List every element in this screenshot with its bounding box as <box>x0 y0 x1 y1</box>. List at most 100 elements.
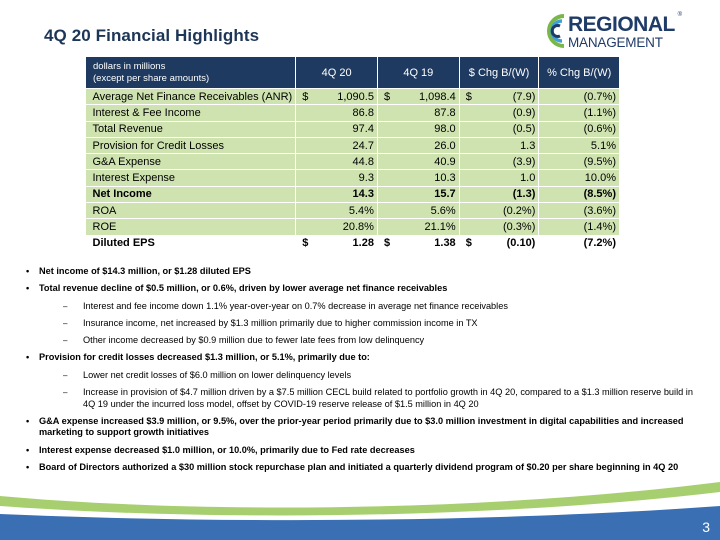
cell-value: 98.0 <box>434 123 456 136</box>
currency-symbol: $ <box>302 237 309 250</box>
currency-symbol <box>463 123 466 135</box>
cell-value: 9.3 <box>358 172 374 185</box>
column-header-dollar-change: $ Chg B/(W) <box>458 56 540 89</box>
currency-symbol <box>299 107 302 119</box>
currency-symbol <box>463 221 466 233</box>
currency-symbol <box>299 221 302 233</box>
bullet-icon: • <box>26 415 30 426</box>
column-header-4q19: 4Q 19 <box>376 56 460 89</box>
currency-symbol <box>299 205 302 217</box>
page-number: 3 <box>702 519 710 535</box>
value-cell: $1,098.4 <box>377 88 460 106</box>
cell-value: (0.2%) <box>502 204 536 217</box>
value-cell: (0.5) <box>459 121 540 138</box>
cell-value: (3.9) <box>512 155 536 168</box>
row-label: Interest & Fee Income <box>85 104 297 122</box>
currency-symbol <box>299 172 302 184</box>
logo-wordmark: REGIONAL MANAGEMENT <box>568 14 675 50</box>
note-text: Insurance income, net increased by $1.3 … <box>83 317 478 328</box>
note-bullet: • G&A expense increased $3.9 million, or … <box>26 416 696 439</box>
header-units-line2: (except per share amounts) <box>93 72 210 84</box>
table-row: Diluted EPS $1.28 $1.38 $ (0.10) (7.2%) <box>85 235 620 252</box>
percent-change-cell: (3.6%) <box>538 202 620 220</box>
currency-symbol <box>463 107 466 119</box>
note-text: G&A expense increased $3.9 million, or 9… <box>39 415 684 438</box>
dash-icon: – <box>63 387 68 397</box>
percent-change-cell: 5.1% <box>538 137 620 155</box>
slide-title: 4Q 20 Financial Highlights <box>44 26 260 45</box>
dash-icon: – <box>63 336 68 346</box>
column-header-percent-change: % Chg B/(W) <box>538 56 620 89</box>
value-cell: (0.3%) <box>459 218 540 236</box>
cell-value: 15.7 <box>434 188 456 201</box>
note-sub-bullet: – Insurance income, net increased by $1.3… <box>26 318 696 330</box>
cell-value: 86.8 <box>352 106 374 119</box>
value-cell: 21.1% <box>377 218 460 236</box>
value-cell: 15.7 <box>377 186 460 204</box>
table-row: Provision for Credit Losses 24.7 26.0 1.3 5.… <box>85 137 620 155</box>
cell-value: (0.5) <box>512 123 536 136</box>
logo-arcs-icon <box>547 14 565 48</box>
value-cell: $1.28 <box>295 235 378 252</box>
cell-value: 1.38 <box>434 237 456 250</box>
note-sub-bullet: – Increase in provision of $4.7 million d… <box>26 387 696 410</box>
highlights-notes: • Net income of $14.3 million, or $1.28 d… <box>26 266 696 479</box>
value-cell: 1.0 <box>459 169 540 187</box>
row-label: G&A Expense <box>85 153 297 171</box>
note-text: Provision for credit losses decreased $1… <box>39 352 370 363</box>
currency-symbol <box>299 156 302 168</box>
currency-symbol: $ <box>465 90 472 103</box>
bullet-icon: • <box>26 462 30 472</box>
value-cell: $ (7.9) <box>459 88 540 106</box>
cell-value: 5.4% <box>348 204 374 217</box>
value-cell: 86.8 <box>295 104 378 122</box>
table-header-row: dollars in millions (except per share am… <box>84 56 620 89</box>
note-text: Interest expense decreased $1.0 million,… <box>39 444 415 455</box>
cell-value: 1.28 <box>352 237 374 250</box>
percent-change-cell: (9.5%) <box>538 153 620 171</box>
value-cell: (0.2%) <box>459 202 540 220</box>
row-label: Provision for Credit Losses <box>85 137 297 155</box>
percent-change-cell: (8.5%) <box>538 186 620 204</box>
header-units-label: dollars in millions (except per share am… <box>84 56 297 89</box>
currency-symbol <box>463 205 466 217</box>
percent-change-cell: (0.7%) <box>538 88 620 106</box>
currency-symbol <box>463 140 466 152</box>
value-cell: 87.8 <box>377 104 460 122</box>
note-bullet: • Interest expense decreased $1.0 million… <box>26 445 696 457</box>
currency-symbol <box>381 156 384 168</box>
header-units-line1: dollars in millions <box>93 60 166 72</box>
value-cell: 5.6% <box>377 202 460 220</box>
cell-value: 14.3 <box>352 188 374 201</box>
row-label: Interest Expense <box>85 169 297 187</box>
regional-management-logo: REGIONAL MANAGEMENT ® <box>538 12 688 50</box>
table-row: ROA 5.4% 5.6% (0.2%) (3.6%) <box>85 202 620 220</box>
table-row: G&A Expense 44.8 40.9 (3.9) (9.5%) <box>85 153 620 171</box>
note-bullet: • Provision for credit losses decreased $… <box>26 352 696 364</box>
bullet-icon: • <box>26 352 30 363</box>
currency-symbol <box>381 140 384 152</box>
bullet-icon: • <box>26 444 30 455</box>
percent-change-cell: (1.4%) <box>538 218 620 236</box>
cell-value: (0.3%) <box>502 221 536 234</box>
row-label: Diluted EPS <box>85 235 297 252</box>
currency-symbol <box>299 188 302 200</box>
cell-value: (0.10) <box>506 237 536 250</box>
financial-highlights-table: dollars in millions (except per share am… <box>84 56 620 252</box>
percent-change-cell: (1.1%) <box>538 104 620 122</box>
logo-line-regional: REGIONAL <box>568 13 675 36</box>
bullet-icon: • <box>26 266 30 276</box>
note-text: Total revenue decline of $0.5 million, o… <box>39 283 448 294</box>
currency-symbol <box>299 140 302 152</box>
cell-value: 10.3 <box>434 172 456 185</box>
cell-value: 24.7 <box>352 139 374 152</box>
cell-value: 1.3 <box>520 139 536 152</box>
value-cell: 98.0 <box>377 121 460 138</box>
value-cell: 26.0 <box>377 137 460 155</box>
row-label: Net Income <box>85 186 297 204</box>
percent-change-cell: (0.6%) <box>538 121 620 138</box>
row-label: Average Net Finance Receivables (ANR) <box>85 88 297 106</box>
value-cell: 20.8% <box>295 218 378 236</box>
dash-icon: – <box>63 301 68 311</box>
cell-value: 5.6% <box>430 204 456 217</box>
